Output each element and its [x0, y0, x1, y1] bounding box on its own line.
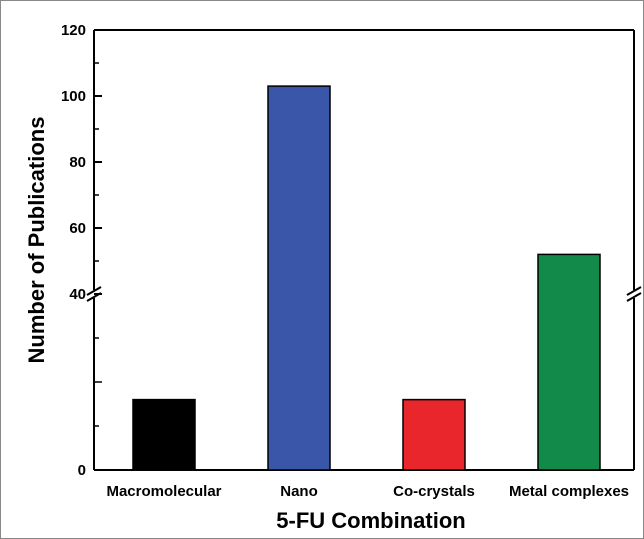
- bar-metal-complexes: [537, 253, 601, 471]
- bar-co-crystals: [402, 398, 466, 471]
- y-tick-label: 60: [69, 220, 86, 237]
- bars: [132, 85, 601, 471]
- y-axis-title: Number of Publications: [24, 117, 49, 364]
- category-label: Macromolecular: [106, 483, 221, 500]
- y-tick-label: 120: [61, 22, 86, 39]
- y-tick-label: 0: [78, 462, 86, 479]
- category-labels: Macromolecular Nano Co-crystals Metal compl…: [106, 483, 629, 500]
- y-tick-label: 40: [69, 286, 86, 303]
- ticks: 40 60 80 100 120 0: [61, 22, 102, 479]
- axis-break-mark: [626, 286, 642, 296]
- axis-break-gap: [88, 290, 640, 298]
- y-tick-label: 100: [61, 88, 86, 105]
- category-label: Co-crystals: [393, 483, 475, 500]
- category-label: Nano: [280, 483, 318, 500]
- x-axis-title: 5-FU Combination: [276, 508, 465, 533]
- bar-nano: [267, 85, 331, 471]
- axis-break-mark: [626, 292, 642, 302]
- axis-break-mark: [86, 286, 102, 296]
- bar-macromolecular: [132, 398, 196, 471]
- category-label: Metal complexes: [509, 483, 629, 500]
- y-tick-label: 80: [69, 154, 86, 171]
